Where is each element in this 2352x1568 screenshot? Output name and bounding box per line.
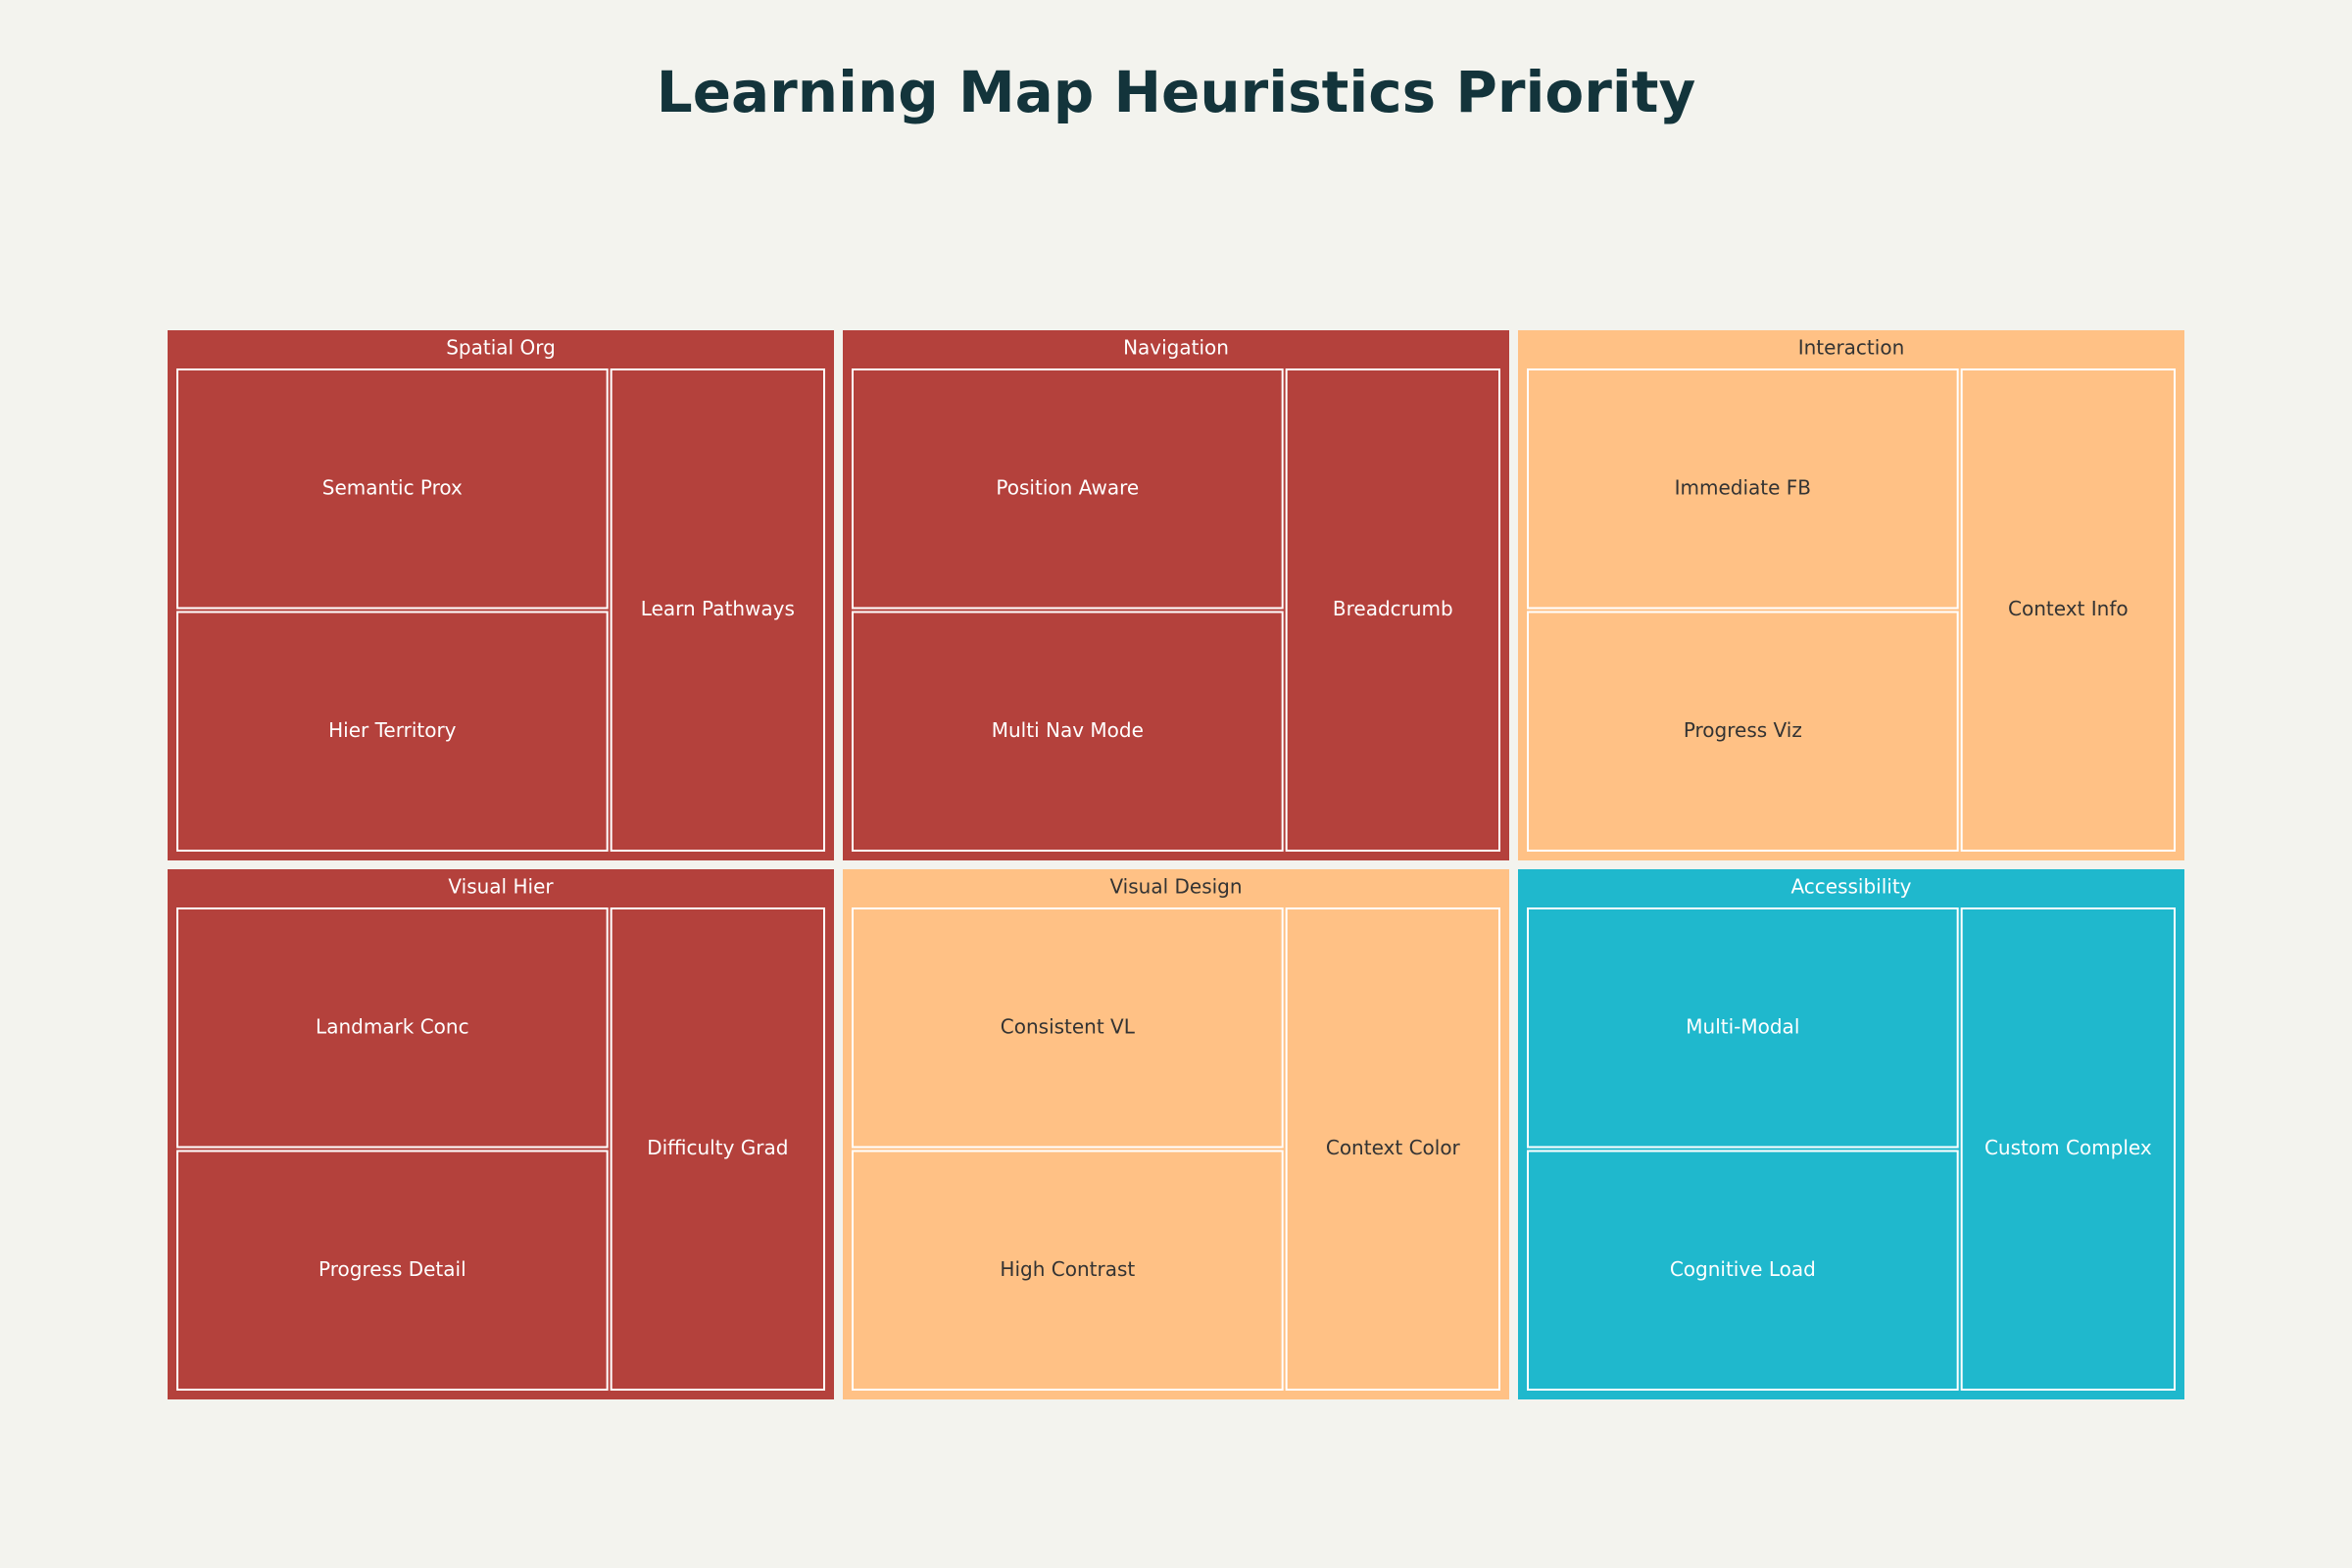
tile-label: Landmark Conc	[316, 1014, 469, 1038]
tile-label: Breadcrumb	[1333, 597, 1453, 620]
group-label: Navigation	[1123, 336, 1229, 360]
tile-label: Multi Nav Mode	[992, 718, 1144, 742]
tile	[176, 1150, 609, 1391]
tile-label: Learn Pathways	[641, 597, 795, 620]
tile	[176, 611, 609, 852]
tile-label: Difficulty Grad	[647, 1136, 788, 1159]
tile	[1960, 907, 2176, 1391]
tile	[852, 1150, 1284, 1391]
tile-label: Immediate FB	[1675, 475, 1811, 499]
tile-label: Custom Complex	[1984, 1136, 2152, 1159]
tile-label: High Contrast	[1000, 1257, 1135, 1281]
tile	[610, 907, 826, 1391]
tile	[610, 368, 826, 852]
tile-label: Position Aware	[996, 475, 1139, 499]
tile	[176, 368, 609, 610]
tile-label: Progress Detail	[318, 1257, 466, 1281]
tile	[852, 368, 1284, 610]
group-label: Spatial Org	[446, 336, 556, 360]
group-label: Visual Hier	[448, 875, 554, 899]
tile-label: Consistent VL	[1001, 1014, 1136, 1038]
tile	[1527, 1150, 1959, 1391]
tile-label: Progress Viz	[1684, 718, 1802, 742]
tile	[852, 611, 1284, 852]
tile	[852, 907, 1284, 1149]
tile	[1527, 907, 1959, 1149]
tile	[1285, 907, 1500, 1391]
group-label: Visual Design	[1109, 875, 1242, 899]
tile-label: Context Color	[1326, 1136, 1461, 1159]
group-label: Interaction	[1798, 336, 1905, 360]
chart-title: Learning Map Heuristics Priority	[657, 59, 1696, 125]
tile-label: Cognitive Load	[1670, 1257, 1816, 1281]
tile	[1527, 368, 1959, 610]
tile-label: Context Info	[2008, 597, 2129, 620]
tile-label: Multi-Modal	[1686, 1014, 1799, 1038]
group-label: Accessibility	[1790, 875, 1911, 899]
tile	[1960, 368, 2176, 852]
tile-label: Semantic Prox	[322, 475, 463, 499]
tile-label: Hier Territory	[328, 718, 457, 742]
tile	[1285, 368, 1500, 852]
tile	[176, 907, 609, 1149]
tile	[1527, 611, 1959, 852]
